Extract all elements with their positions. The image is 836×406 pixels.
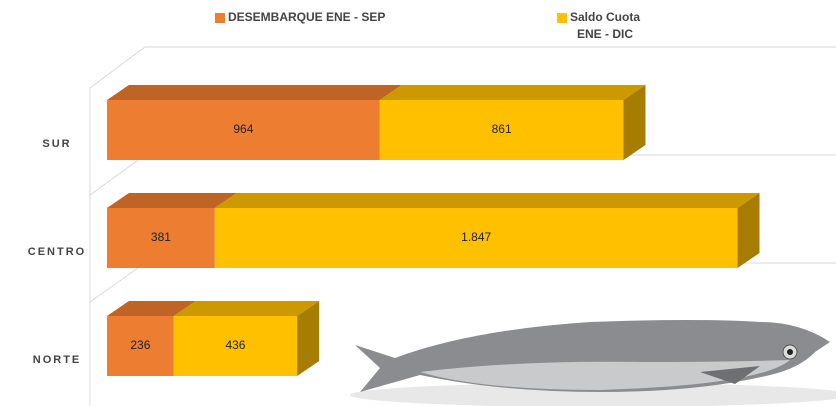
fish-pupil xyxy=(787,349,793,355)
value-label: 236 xyxy=(130,338,150,352)
bar-segment xyxy=(379,100,624,160)
bar-top xyxy=(107,85,402,100)
legend-swatch xyxy=(557,13,567,23)
wall-divider xyxy=(89,262,836,303)
bar-side xyxy=(623,85,646,160)
fish-belly xyxy=(420,360,790,390)
bar-top xyxy=(107,301,196,316)
fish-fin xyxy=(700,366,760,384)
fish-image xyxy=(350,320,836,406)
bar-top xyxy=(107,193,237,208)
bar-segment xyxy=(173,316,298,376)
category-label: NORTE xyxy=(33,354,82,366)
bar-side xyxy=(297,301,320,376)
category-label: SUR xyxy=(42,138,71,150)
wall-edge xyxy=(89,46,836,406)
bar-top xyxy=(173,301,320,316)
value-label: 436 xyxy=(225,338,245,352)
value-label: 861 xyxy=(492,122,512,136)
category-label: CENTRO xyxy=(28,246,86,258)
bar-top xyxy=(214,193,760,208)
wall-divider xyxy=(89,154,836,196)
fish-shadow xyxy=(350,383,836,406)
bar-side xyxy=(737,193,760,268)
bar-segment xyxy=(214,208,738,268)
bar-segment xyxy=(107,208,215,268)
value-label: 1.847 xyxy=(461,230,491,244)
value-label: 381 xyxy=(151,230,171,244)
bars: 964 861 381 1.847 236 436 xyxy=(107,85,760,376)
legend-swatch xyxy=(215,13,225,23)
legend-label: DESEMBARQUE ENE - SEP xyxy=(228,10,386,24)
legend-label: Saldo Cuota ENE - DIC xyxy=(569,10,640,41)
bar-top xyxy=(379,85,646,100)
bar-segment xyxy=(107,100,380,160)
bar-segment xyxy=(107,316,174,376)
value-label: 964 xyxy=(233,122,253,136)
